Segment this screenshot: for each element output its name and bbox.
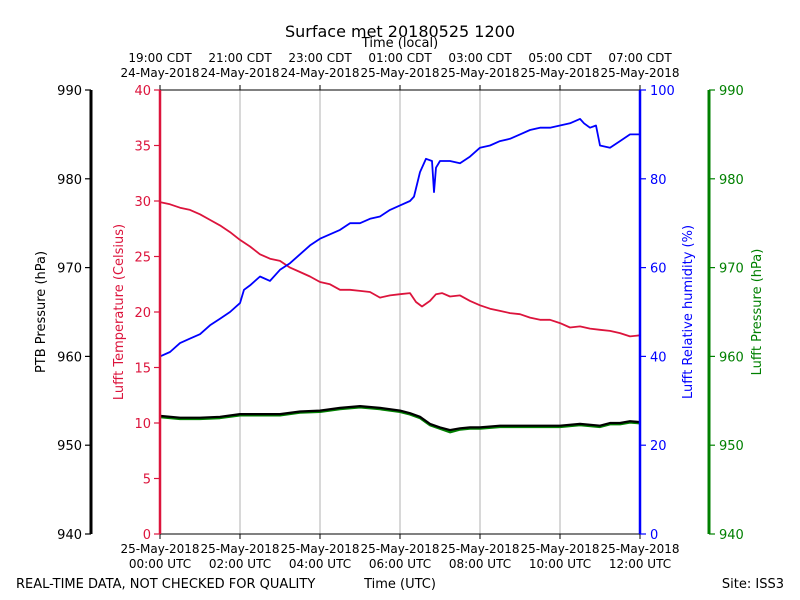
bottom-x-axis-label: Time (UTC)	[363, 577, 436, 592]
x-tick-utc-time: 12:00 UTC	[609, 557, 671, 571]
temperature-axis-tick-label: 15	[134, 362, 151, 377]
lufft-pressure-axis-tick-label: 960	[719, 350, 744, 365]
ptb-pressure-axis-tick-label: 980	[57, 173, 82, 188]
x-tick-local-time: 21:00 CDT	[208, 51, 272, 65]
x-tick-utc-date: 25-May-2018	[520, 542, 599, 556]
x-tick-utc-date: 25-May-2018	[280, 542, 359, 556]
ptb-pressure-axis-tick-label: 950	[57, 439, 82, 454]
series-layer	[159, 118, 641, 434]
x-tick-utc-date: 25-May-2018	[360, 542, 439, 556]
x-tick-local-date: 24-May-2018	[120, 66, 199, 80]
x-tick-local-time: 07:00 CDT	[608, 51, 672, 65]
grid-layer	[239, 90, 561, 534]
chart-title: Surface met 20180525 1200	[285, 22, 515, 41]
quality-disclaimer: REAL-TIME DATA, NOT CHECKED FOR QUALITY	[16, 577, 315, 592]
lufft-pressure-axis-tick-label: 950	[719, 439, 744, 454]
x-tick-local-time: 19:00 CDT	[128, 51, 192, 65]
humidity-axis-tick-label: 100	[650, 84, 675, 99]
ptb-pressure-axis-label: PTB Pressure (hPa)	[34, 251, 49, 373]
lufft-pressure-axis-tick-label: 990	[719, 84, 744, 99]
temperature-axis-tick-label: 20	[134, 306, 151, 321]
humidity-axis-tick-label: 40	[650, 350, 667, 365]
x-tick-local-date: 25-May-2018	[360, 66, 439, 80]
humidity-axis-tick-label: 0	[650, 528, 658, 543]
x-tick-local-date: 24-May-2018	[280, 66, 359, 80]
temperature-axis-tick-label: 30	[134, 195, 151, 210]
lufft-pressure-axis-tick-label: 940	[719, 528, 744, 543]
x-tick-utc-date: 25-May-2018	[440, 542, 519, 556]
temperature-axis-tick-label: 40	[134, 84, 151, 99]
ptb-pressure-axis-tick-label: 990	[57, 84, 82, 99]
x-tick-utc-date: 25-May-2018	[600, 542, 679, 556]
x-tick-utc-time: 04:00 UTC	[289, 557, 351, 571]
x-tick-local-time: 01:00 CDT	[368, 51, 432, 65]
x-tick-local-time: 05:00 CDT	[528, 51, 592, 65]
lufft-pressure-axis-tick-label: 970	[719, 262, 744, 277]
x-tick-local-time: 23:00 CDT	[288, 51, 352, 65]
x-tick-utc-time: 08:00 UTC	[449, 557, 511, 571]
lufft-relative-humidity-line	[159, 118, 640, 358]
x-tick-utc-time: 10:00 UTC	[529, 557, 591, 571]
humidity-axis-tick-label: 60	[650, 262, 667, 277]
temperature-axis-tick-label: 25	[134, 251, 151, 266]
humidity-axis-label: Lufft Relative humidity (%)	[681, 225, 696, 399]
lufft-temperature-line	[159, 201, 641, 338]
temperature-axis-tick-label: 10	[134, 417, 151, 432]
temperature-axis-label: Lufft Temperature (Celsius)	[112, 224, 127, 400]
x-tick-utc-time: 02:00 UTC	[209, 557, 271, 571]
x-tick-local-date: 25-May-2018	[440, 66, 519, 80]
top-x-axis-label: Time (local)	[361, 36, 438, 51]
ptb-pressure-axis-tick-label: 960	[57, 350, 82, 365]
x-tick-local-date: 25-May-2018	[520, 66, 599, 80]
x-tick-utc-date: 25-May-2018	[120, 542, 199, 556]
x-tick-local-time: 03:00 CDT	[448, 51, 512, 65]
temperature-axis-tick-label: 35	[134, 140, 151, 155]
lufft-pressure-axis-tick-label: 980	[719, 173, 744, 188]
humidity-axis-tick-label: 20	[650, 439, 667, 454]
ptb-pressure-axis-tick-label: 940	[57, 528, 82, 543]
x-tick-local-date: 24-May-2018	[200, 66, 279, 80]
x-tick-utc-time: 00:00 UTC	[129, 557, 191, 571]
temperature-axis-tick-label: 5	[143, 473, 151, 488]
ptb-pressure-axis-tick-label: 970	[57, 262, 82, 277]
x-tick-utc-time: 06:00 UTC	[369, 557, 431, 571]
ptb-pressure-line	[159, 405, 641, 432]
x-tick-utc-date: 25-May-2018	[200, 542, 279, 556]
x-tick-local-date: 25-May-2018	[600, 66, 679, 80]
lufft-pressure-axis-label: Lufft Pressure (hPa)	[750, 249, 765, 376]
humidity-axis-tick-label: 80	[650, 173, 667, 188]
temperature-axis-tick-label: 0	[143, 528, 151, 543]
site-label: Site: ISS3	[722, 577, 784, 592]
